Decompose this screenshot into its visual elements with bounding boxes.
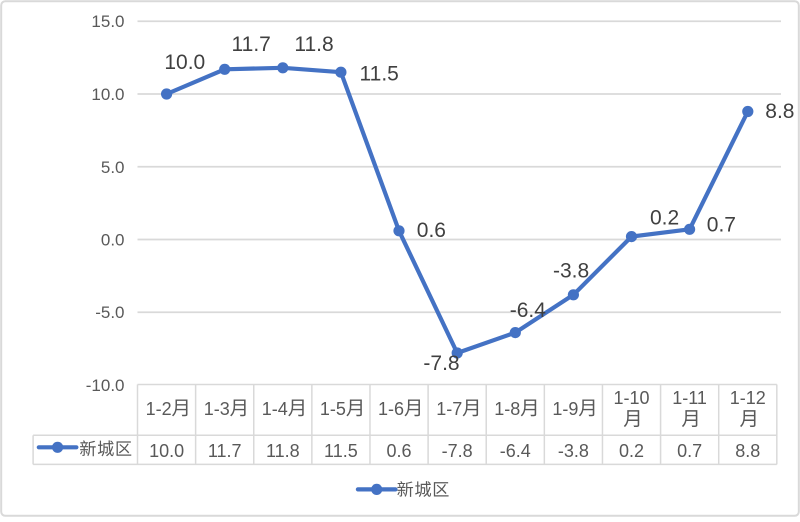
svg-text:-3.8: -3.8 bbox=[553, 259, 589, 282]
svg-text:-3.8: -3.8 bbox=[558, 441, 589, 461]
svg-text:15.0: 15.0 bbox=[91, 12, 124, 31]
svg-text:11.7: 11.7 bbox=[208, 441, 242, 461]
svg-text:0.0: 0.0 bbox=[101, 231, 125, 250]
svg-text:11.5: 11.5 bbox=[324, 441, 358, 461]
svg-text:11.8: 11.8 bbox=[266, 441, 300, 461]
svg-text:11.8: 11.8 bbox=[294, 33, 333, 56]
svg-text:1-12: 1-12 bbox=[730, 388, 766, 408]
svg-text:1-9: 1-9 bbox=[552, 399, 578, 419]
svg-text:0.6: 0.6 bbox=[417, 219, 446, 242]
svg-text:1-6: 1-6 bbox=[378, 399, 404, 419]
svg-text:-7.8: -7.8 bbox=[423, 352, 459, 375]
svg-text:0.7: 0.7 bbox=[707, 213, 736, 236]
svg-text:1-7: 1-7 bbox=[436, 399, 462, 419]
svg-text:1-2: 1-2 bbox=[146, 399, 172, 419]
svg-text:1-5: 1-5 bbox=[320, 399, 346, 419]
svg-text:-6.4: -6.4 bbox=[500, 441, 531, 461]
svg-text:-6.4: -6.4 bbox=[510, 299, 547, 322]
svg-text:10.0: 10.0 bbox=[149, 441, 184, 461]
svg-text:5.0: 5.0 bbox=[101, 158, 125, 177]
svg-text:0.2: 0.2 bbox=[650, 207, 679, 230]
svg-text:10.0: 10.0 bbox=[164, 51, 205, 74]
svg-text:0.7: 0.7 bbox=[677, 441, 702, 461]
svg-text:11.5: 11.5 bbox=[360, 63, 399, 86]
svg-text:8.8: 8.8 bbox=[735, 441, 760, 461]
svg-text:8.8: 8.8 bbox=[765, 100, 794, 123]
svg-text:-5.0: -5.0 bbox=[95, 303, 124, 322]
svg-text:1-4: 1-4 bbox=[262, 399, 288, 419]
svg-text:0.2: 0.2 bbox=[619, 441, 644, 461]
svg-text:-7.8: -7.8 bbox=[442, 441, 473, 461]
svg-text:1-3: 1-3 bbox=[204, 399, 230, 419]
svg-text:10.0: 10.0 bbox=[91, 85, 124, 104]
svg-text:1-10: 1-10 bbox=[613, 388, 649, 408]
svg-text:0.6: 0.6 bbox=[386, 441, 411, 461]
svg-text:-10.0: -10.0 bbox=[86, 376, 125, 395]
svg-text:1-8: 1-8 bbox=[494, 399, 520, 419]
svg-text:11.7: 11.7 bbox=[232, 33, 271, 56]
svg-text:1-11: 1-11 bbox=[672, 388, 707, 408]
